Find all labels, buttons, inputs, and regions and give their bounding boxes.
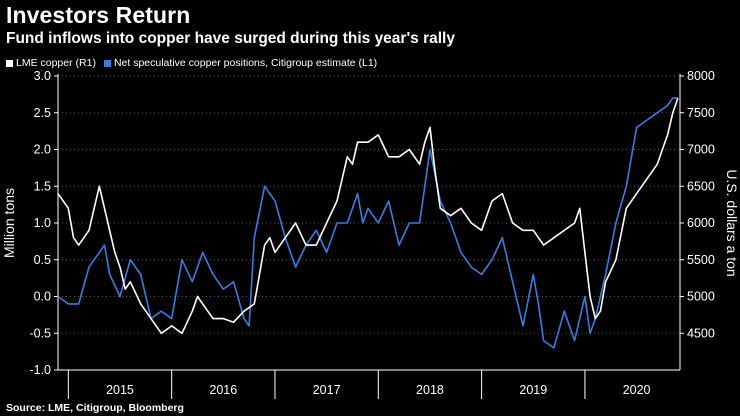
left-tick-label: 0.5 bbox=[34, 253, 51, 267]
x-tick-label: 2017 bbox=[313, 383, 341, 397]
x-tick-label: 2020 bbox=[623, 383, 651, 397]
legend-swatch-copper bbox=[6, 59, 13, 67]
left-tick-label: 0.0 bbox=[34, 290, 51, 304]
source-note: Source: LME, Citigroup, Bloomberg bbox=[6, 402, 184, 414]
left-tick-label: 3.0 bbox=[34, 69, 51, 83]
series-line-copper bbox=[57, 97, 679, 335]
right-tick-label: 7500 bbox=[687, 106, 715, 120]
x-tick-label: 2019 bbox=[519, 383, 547, 397]
x-tick-label: 2018 bbox=[416, 383, 444, 397]
left-tick-label: 1.5 bbox=[34, 179, 51, 193]
right-tick-label: 6000 bbox=[687, 216, 715, 230]
chart-title: Investors Return bbox=[6, 2, 191, 28]
right-tick-label: 4500 bbox=[687, 326, 715, 340]
left-tick-label: 1.0 bbox=[34, 216, 51, 230]
right-tick-label: 5000 bbox=[687, 290, 715, 304]
right-tick-label: 5500 bbox=[687, 253, 715, 267]
right-tick-label: 8000 bbox=[687, 69, 715, 83]
left-axis-title: Million tons bbox=[1, 188, 17, 258]
right-axis-title: U.S. dollars a ton bbox=[724, 169, 740, 276]
left-tick-label: -0.5 bbox=[29, 326, 51, 340]
legend-swatch-positions bbox=[103, 59, 111, 67]
left-tick-label: 2.5 bbox=[34, 106, 51, 120]
legend-item-positions: Net speculative copper positions, Citigr… bbox=[103, 57, 378, 69]
x-tick-label: 2015 bbox=[106, 383, 134, 397]
legend-label-copper: LME copper (R1) bbox=[16, 57, 96, 69]
left-tick-label: -1.0 bbox=[29, 363, 51, 377]
series-line-positions bbox=[57, 97, 678, 349]
chart-subtitle: Fund inflows into copper have surged dur… bbox=[6, 30, 455, 47]
legend-label-positions: Net speculative copper positions, Citigr… bbox=[113, 57, 378, 69]
legend-item-copper: LME copper (R1) bbox=[6, 57, 96, 69]
x-tick-label: 2016 bbox=[209, 383, 237, 397]
legend: LME copper (R1) Net speculative copper p… bbox=[6, 57, 377, 69]
left-tick-label: 2.0 bbox=[34, 143, 51, 157]
right-tick-label: 7000 bbox=[687, 143, 715, 157]
right-tick-label: 6500 bbox=[687, 179, 715, 193]
